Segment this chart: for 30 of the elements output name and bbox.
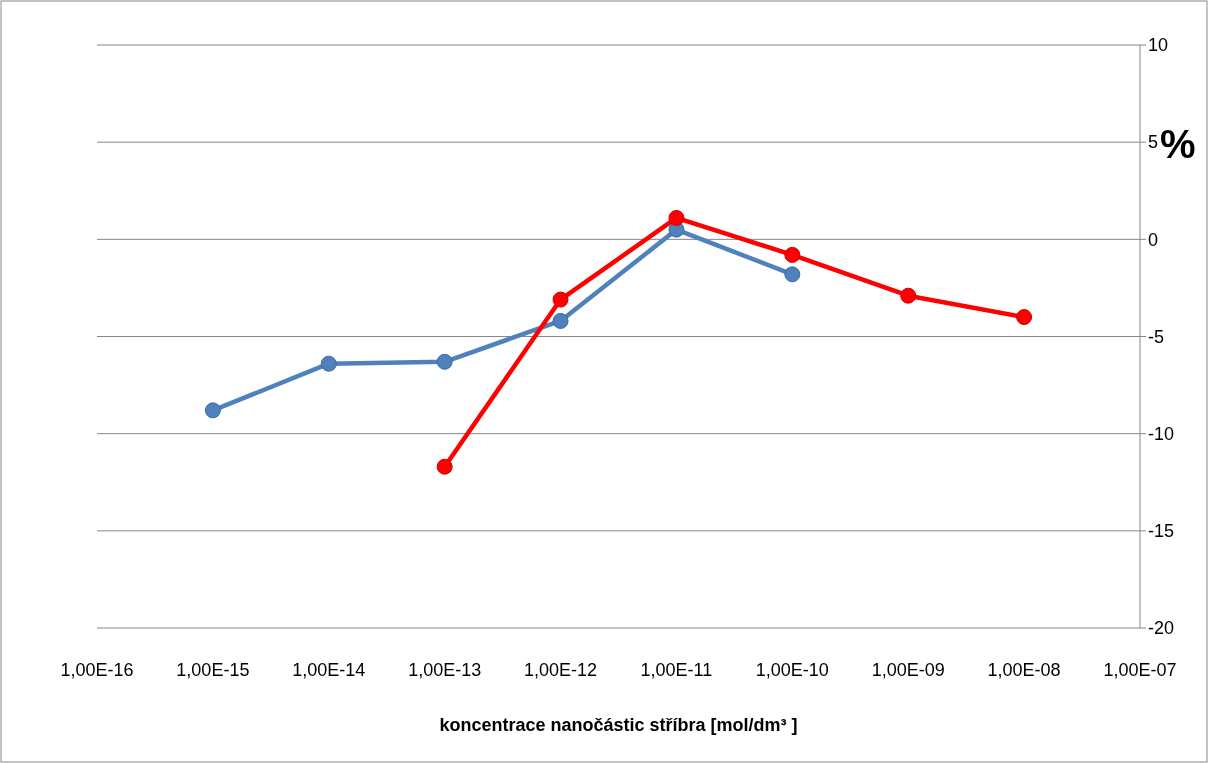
x-tick-label: 1,00E-07 (1103, 660, 1177, 680)
point (552, 291, 569, 308)
y-tick-label: 5 (1148, 132, 1159, 153)
point (900, 287, 917, 304)
point (1016, 309, 1033, 326)
point (320, 355, 337, 372)
point (784, 266, 801, 283)
x-tick-label: 1,00E-13 (408, 660, 482, 680)
point (436, 353, 453, 370)
x-tick-label: 1,00E-12 (524, 660, 598, 680)
y-tick-label: -10 (1148, 423, 1175, 444)
point (552, 312, 569, 329)
x-tick-label: 1,00E-09 (871, 660, 945, 680)
x-tick-label: 1,00E-16 (60, 660, 134, 680)
x-tick-label: 1,00E-10 (755, 660, 829, 680)
point (784, 246, 801, 263)
point (436, 458, 453, 475)
x-tick-label: 1,00E-11 (640, 660, 713, 680)
point (668, 209, 685, 226)
y-tick-label: -20 (1148, 618, 1175, 639)
y-tick-label: 0 (1148, 229, 1159, 250)
x-tick-label: 1,00E-14 (292, 660, 366, 680)
y-tick-label: 10 (1148, 35, 1169, 56)
x-tick-label: 1,00E-15 (176, 660, 250, 680)
x-axis-title: koncentrace nanočástic stříbra [mol/dm³ ] (439, 715, 798, 735)
point (204, 402, 221, 419)
y-axis-title: % (1160, 122, 1196, 167)
y-tick-label: -5 (1148, 326, 1165, 347)
x-tick-label: 1,00E-08 (987, 660, 1061, 680)
y-tick-label: -15 (1148, 521, 1175, 542)
